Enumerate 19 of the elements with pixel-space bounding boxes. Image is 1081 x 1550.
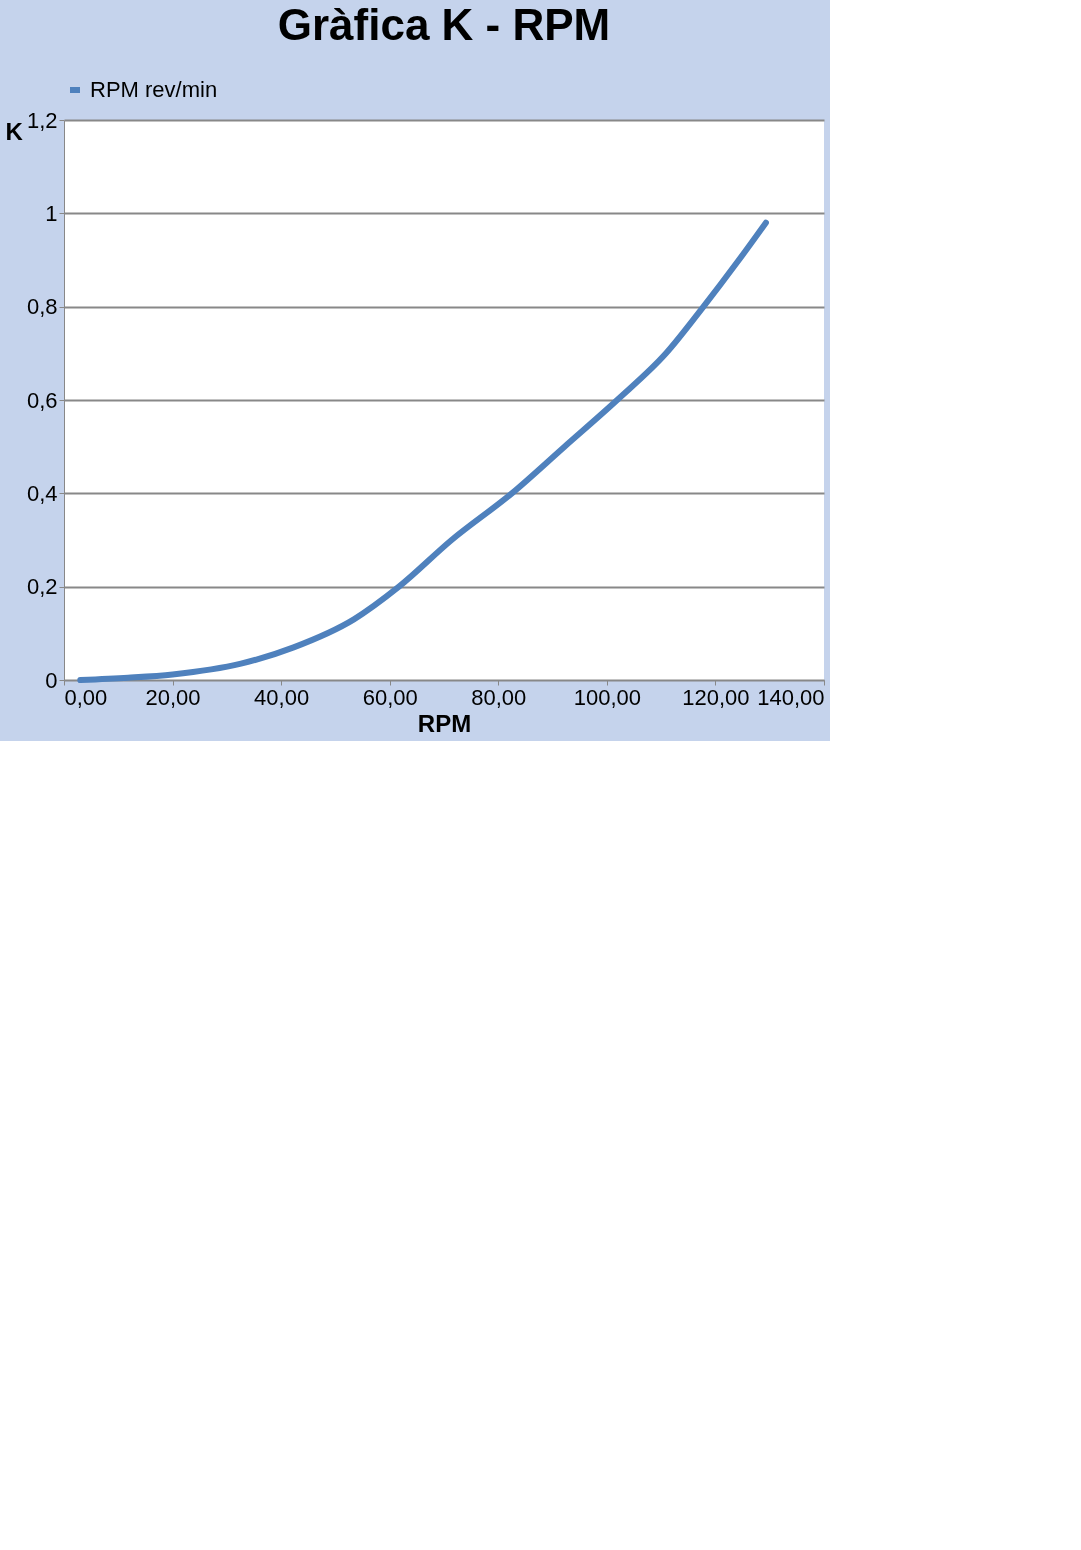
x-tick-label: 120,00 [682, 684, 750, 710]
y-tick-label: 0 [45, 667, 58, 693]
legend-label: RPM rev/min [90, 77, 218, 102]
x-tick-label: 140,00 [757, 684, 825, 710]
y-tick-label: 0,6 [26, 387, 58, 413]
x-tick-label: 80,00 [471, 684, 527, 710]
x-tick-label: 20,00 [145, 684, 201, 710]
chart-title: Gràfica K - RPM [277, 0, 611, 49]
x-tick-label: 100,00 [573, 684, 642, 710]
x-tick-label: 0,00 [64, 684, 108, 710]
y-axis-title: K [5, 117, 24, 145]
y-tick-label: 1 [45, 200, 58, 226]
y-tick-label: 0,2 [26, 574, 58, 600]
y-tick-label: 0,4 [26, 480, 58, 506]
x-axis-title: RPM [417, 709, 472, 737]
y-tick-label: 1,2 [26, 107, 58, 133]
x-tick-label: 40,00 [254, 684, 310, 710]
x-tick-label: 60,00 [362, 684, 418, 710]
y-tick-label: 0,8 [26, 294, 58, 320]
